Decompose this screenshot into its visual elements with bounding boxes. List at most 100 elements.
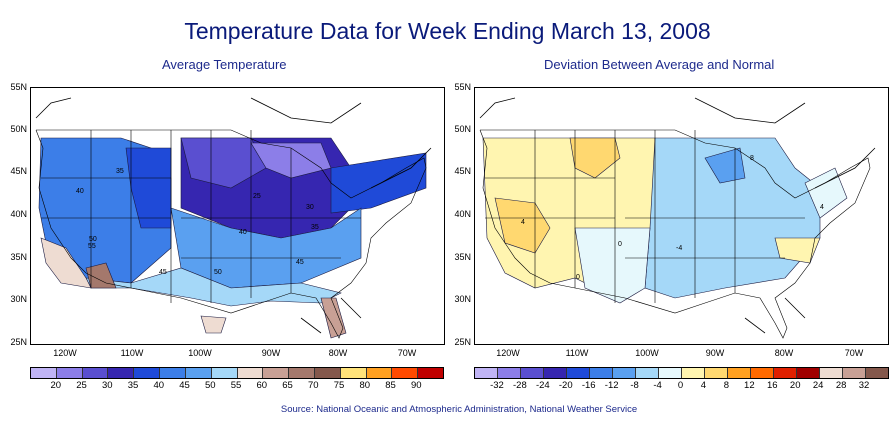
lat-label-left: 40N <box>10 209 27 219</box>
deviation-zones <box>482 137 848 304</box>
legend-tick-label: 55 <box>230 380 242 391</box>
lon-label-right: 80W <box>774 348 794 358</box>
legend-tick-label: 32 <box>858 380 870 391</box>
legend-swatch <box>820 368 843 378</box>
legend-tick-label: -24 <box>535 380 550 391</box>
lon-label-left: 80W <box>328 348 348 358</box>
lat-label-left: 25N <box>10 337 27 347</box>
contour-label: 40 <box>239 229 247 236</box>
legend-swatch <box>82 368 109 378</box>
lat-label-right: 50N <box>454 124 471 134</box>
legend-swatch <box>108 368 135 378</box>
left-map-subtitle: Average Temperature <box>162 57 287 72</box>
legend-tick-label: 35 <box>127 380 139 391</box>
lon-label-left: 110W <box>120 348 144 358</box>
contour-label: 4 <box>521 219 525 226</box>
legend-tick-label: -12 <box>604 380 619 391</box>
legend-swatch <box>134 368 161 378</box>
contour-label: 45 <box>296 259 304 266</box>
legend-tick-label: -32 <box>490 380 504 391</box>
legend-swatch <box>185 368 212 378</box>
coastline <box>35 97 432 334</box>
legend-tick-label: 4 <box>700 380 707 391</box>
lat-label-left: 45N <box>10 166 27 176</box>
lat-label-left: 30N <box>10 294 27 304</box>
state-boundaries <box>479 129 871 339</box>
legend-swatch <box>340 368 367 378</box>
contour-label: 0 <box>618 241 622 248</box>
legend-tick-label: -8 <box>630 380 639 391</box>
legend-swatch <box>289 368 315 378</box>
contour-label: 25 <box>253 193 261 200</box>
lat-label-right: 40N <box>454 209 471 219</box>
lon-label-right: 90W <box>705 348 725 358</box>
legend-tick-label: 16 <box>766 380 778 391</box>
legend-swatch <box>31 368 57 378</box>
legend-swatch <box>843 368 866 378</box>
contour-label: 30 <box>306 204 314 211</box>
contour-label: 45 <box>159 269 167 276</box>
legend-swatch <box>160 368 186 378</box>
legend-swatch <box>366 368 393 378</box>
lat-label-right: 35N <box>454 252 471 262</box>
lon-label-right: 120W <box>496 348 520 358</box>
legend-swatch <box>237 368 264 378</box>
lat-label-left: 50N <box>10 124 27 134</box>
legend-swatch <box>636 368 659 378</box>
legend-swatch <box>682 368 705 378</box>
legend-tick-label: -20 <box>558 380 573 391</box>
legend-tick-label: 25 <box>76 380 87 391</box>
contour-label: 50 <box>214 269 222 276</box>
legend-tick-label: 8 <box>723 380 730 391</box>
coastline <box>479 97 876 334</box>
average-temperature-map: 35 40 25 30 40 35 50 55 45 50 45 <box>30 87 445 345</box>
contour-label: 55 <box>88 243 96 250</box>
contour-label: -4 <box>676 245 682 252</box>
lat-label-right: 55N <box>454 82 471 92</box>
contour-label: 35 <box>311 224 319 231</box>
contour-label: 50 <box>89 236 97 243</box>
legend-swatch <box>590 368 613 378</box>
deviation-map-graphic: 8 4 0 0 -4 4 <box>479 97 876 339</box>
legend-swatch <box>314 368 341 378</box>
lon-label-left: 70W <box>397 348 417 358</box>
legend-tick-label: 24 <box>812 380 824 391</box>
legend-swatch <box>56 368 83 378</box>
legend-tick-label: 75 <box>333 380 345 391</box>
legend-tick-label: 45 <box>179 380 190 391</box>
state-boundaries <box>35 129 427 339</box>
legend-tick-label: -28 <box>513 380 527 391</box>
legend-tick-label: 50 <box>204 380 216 391</box>
page-title: Temperature Data for Week Ending March 1… <box>184 18 711 44</box>
legend-tick-label: 80 <box>359 380 371 391</box>
temperature-legend-labels: 20 25 30 35 40 45 50 55 60 65 70 75 80 85 90 <box>30 380 442 392</box>
temperature-zones <box>38 137 427 339</box>
deviation-map: 8 4 0 0 -4 4 <box>474 87 889 345</box>
lat-label-left: 35N <box>10 252 27 262</box>
legend-swatch <box>705 368 728 378</box>
legend-swatch <box>774 368 797 378</box>
lon-label-left: 90W <box>261 348 281 358</box>
contour-label: 0 <box>576 274 580 281</box>
legend-swatch <box>475 368 498 378</box>
legend-swatch <box>751 368 774 378</box>
legend-swatch <box>613 368 636 378</box>
lon-label-left: 100W <box>188 348 212 358</box>
lat-label-right: 25N <box>454 337 471 347</box>
lat-label-right: 45N <box>454 166 471 176</box>
average-temperature-map-graphic: 35 40 25 30 40 35 50 55 45 50 45 <box>35 97 432 339</box>
right-map-subtitle: Deviation Between Average and Normal <box>544 57 775 72</box>
legend-tick-label: 65 <box>282 380 293 391</box>
legend-swatch <box>418 368 443 378</box>
legend-swatch <box>263 368 290 378</box>
legend-swatch <box>498 368 521 378</box>
legend-swatch <box>797 368 820 378</box>
legend-swatch <box>211 368 238 378</box>
legend-swatch <box>728 368 751 378</box>
legend-tick-label: -4 <box>653 380 662 391</box>
legend-tick-label: 40 <box>153 380 165 391</box>
deviation-color-legend <box>474 367 889 379</box>
legend-tick-label: 28 <box>835 380 847 391</box>
contour-label: 4 <box>820 204 824 211</box>
lat-label-right: 30N <box>454 294 471 304</box>
